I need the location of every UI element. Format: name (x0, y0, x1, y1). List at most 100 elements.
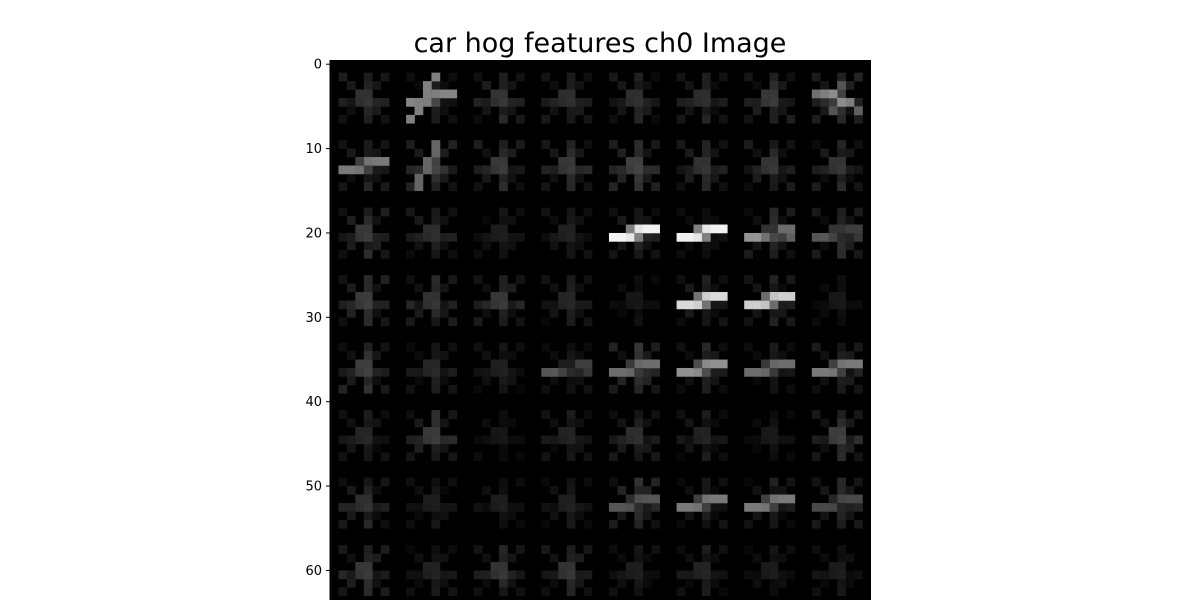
heatmap-cell (422, 300, 432, 310)
heatmap-cell (363, 283, 373, 293)
heatmap-cell (854, 97, 863, 107)
heatmap-cell (338, 207, 348, 217)
heatmap-cell (718, 587, 728, 597)
heatmap-cell (634, 562, 644, 571)
heatmap-cell (431, 435, 441, 445)
heatmap-cell (718, 275, 728, 284)
heatmap-cell (608, 72, 618, 82)
heatmap-cell (482, 502, 491, 512)
heatmap-cell (769, 283, 779, 293)
heatmap-cell (372, 578, 382, 588)
heatmap-cell (380, 342, 390, 352)
heatmap-cell (422, 359, 432, 369)
heatmap-cell (363, 359, 373, 369)
heatmap-cell (549, 81, 559, 90)
heatmap-cell (414, 443, 424, 453)
heatmap-cell (431, 376, 441, 386)
heatmap-cell (811, 300, 821, 310)
heatmap-cell (380, 300, 390, 310)
heatmap-cell (634, 97, 644, 107)
heatmap-cell (406, 300, 415, 310)
heatmap-cell (406, 72, 415, 82)
heatmap-cell (828, 300, 838, 310)
heatmap-cell (761, 165, 770, 175)
heatmap-cell (566, 182, 576, 192)
heatmap-cell (651, 452, 660, 462)
heatmap-cell (372, 435, 382, 445)
heatmap-cell (820, 300, 830, 310)
heatmap-cell (566, 545, 576, 554)
heatmap-cell (431, 443, 441, 453)
heatmap-cell (566, 443, 576, 453)
heatmap-cell (837, 427, 846, 436)
heatmap-cell (558, 97, 567, 107)
heatmap-cell (710, 359, 720, 369)
heatmap-cell (820, 486, 830, 495)
heatmap-cell (406, 570, 415, 580)
heatmap-cell (744, 342, 753, 352)
heatmap-cell (448, 97, 458, 107)
heatmap-cell (541, 207, 551, 217)
heatmap-cell (642, 376, 652, 386)
heatmap-cell (608, 165, 618, 175)
heatmap-cell (406, 545, 415, 554)
heatmap-cell (346, 283, 356, 293)
heatmap-cell (718, 519, 728, 529)
heatmap-cell (482, 165, 491, 175)
heatmap-cell (549, 216, 559, 225)
heatmap-cell (701, 97, 711, 107)
heatmap-cell (820, 81, 830, 90)
heatmap-cell (448, 140, 458, 149)
heatmap-cell (482, 241, 491, 251)
heatmap-cell (448, 182, 458, 192)
heatmap-cell (710, 443, 720, 453)
heatmap-cell (710, 502, 720, 512)
heatmap-cell (422, 292, 432, 301)
heatmap-cell (372, 351, 382, 360)
heatmap-cell (363, 241, 373, 251)
heatmap-cell (625, 435, 635, 445)
heatmap-cell (515, 367, 525, 377)
heatmap-cell (507, 97, 517, 107)
heatmap-cell (490, 427, 500, 436)
heatmap-cell (431, 418, 441, 428)
heatmap-cell (515, 477, 525, 487)
heatmap-cell (406, 232, 415, 242)
heatmap-cell (685, 97, 694, 107)
heatmap-cell (837, 232, 846, 242)
heatmap-cell (769, 519, 779, 529)
heatmap-cell (845, 553, 855, 563)
heatmap-cell (414, 173, 424, 183)
heatmap-cell (820, 502, 830, 512)
heatmap-cell (642, 494, 652, 504)
heatmap-cell (372, 443, 382, 453)
heatmap-cell (752, 148, 762, 158)
heatmap-cell (473, 367, 483, 377)
heatmap-cell (769, 232, 779, 242)
heatmap-cell (541, 232, 551, 242)
heatmap-cell (854, 114, 863, 124)
heatmap-cell (752, 241, 762, 251)
heatmap-cell (499, 342, 508, 352)
heatmap-cell (617, 553, 627, 563)
heatmap-cell (685, 148, 694, 158)
heatmap-cell (414, 418, 424, 428)
heatmap-cell (490, 157, 500, 166)
heatmap-cell (558, 494, 567, 504)
heatmap-cell (549, 308, 559, 318)
heatmap-cell (346, 511, 356, 521)
heatmap-cell (642, 443, 652, 453)
heatmap-cell (549, 148, 559, 158)
heatmap-cell (422, 494, 432, 504)
heatmap-cell (837, 275, 846, 284)
heatmap-cell (676, 300, 686, 310)
heatmap-cell (837, 308, 846, 318)
heatmap-cell (837, 502, 846, 512)
heatmap-cell (507, 367, 517, 377)
heatmap-cell (676, 317, 686, 327)
heatmap-cell (431, 410, 441, 419)
heatmap-cell (414, 97, 424, 107)
heatmap-cell (685, 173, 694, 183)
heatmap-cell (625, 224, 635, 234)
heatmap-cell (811, 140, 821, 149)
